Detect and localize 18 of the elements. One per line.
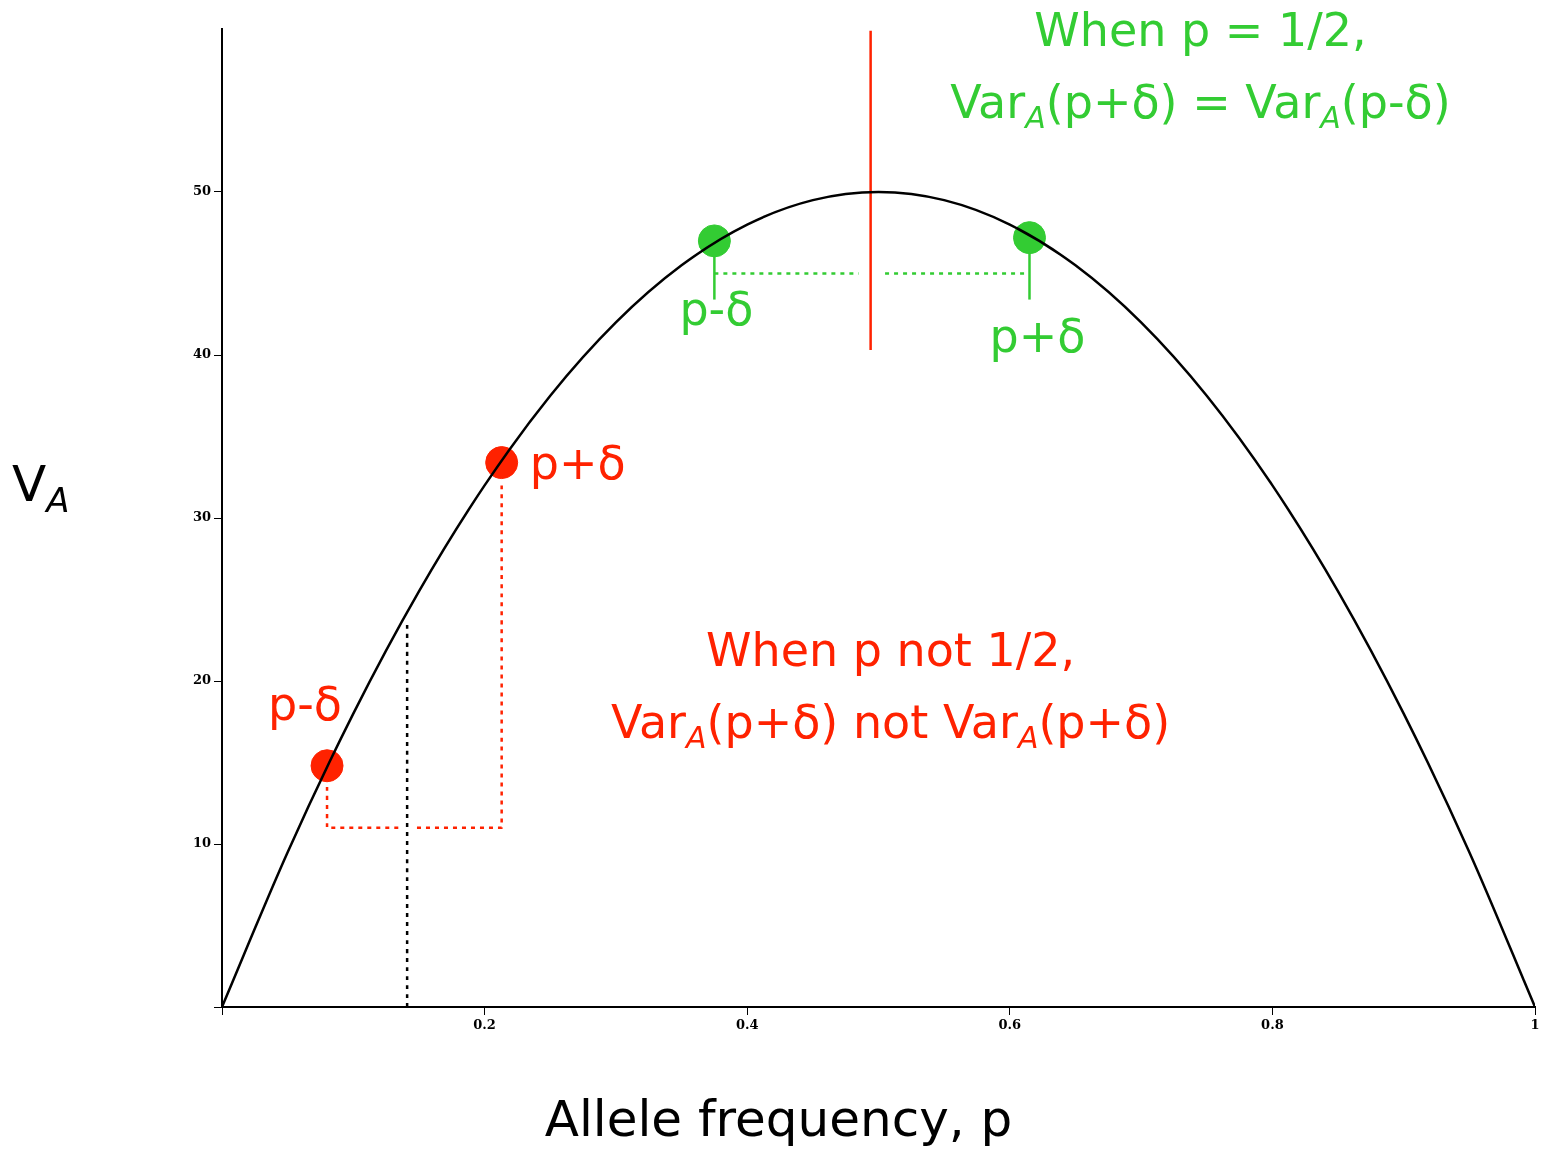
x-tick-label: 0.6	[998, 1017, 1022, 1033]
y-tick-label: 40	[192, 346, 211, 362]
x-axis-title: Allele frequency, p	[543, 1090, 1014, 1148]
x-tick-label: 0.8	[1261, 1017, 1284, 1033]
y-axis-title: V$_{A}$	[12, 455, 70, 520]
data-label: p-δ	[679, 281, 754, 336]
y-tick-label: 50	[192, 183, 211, 199]
y-tick-label: 30	[192, 509, 211, 525]
point	[485, 446, 519, 480]
data-label: p-δ	[268, 676, 343, 731]
data-label: p+δ	[989, 308, 1086, 363]
point	[697, 224, 731, 258]
x-tick-label: 0.4	[735, 1017, 759, 1033]
x-tick-label: 1	[1530, 1017, 1540, 1033]
y-tick-label: 10	[192, 835, 211, 851]
x-tick-label: 0.2	[473, 1017, 496, 1033]
data-label: p+δ	[529, 435, 626, 490]
y-tick-label: 20	[192, 672, 211, 688]
